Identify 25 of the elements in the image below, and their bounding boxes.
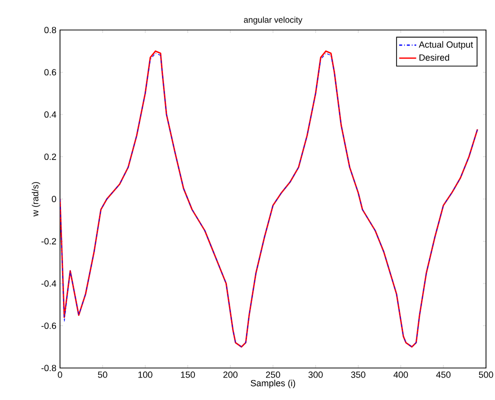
x-tick-label: 100 [138,372,152,378]
y-tick-label: 0 [52,196,56,202]
x-tick-label: 450 [436,372,451,378]
x-tick-label: 300 [308,372,323,378]
x-tick-label: 500 [478,372,494,378]
x-tick-label: 350 [351,372,366,378]
x-tick-label: 400 [394,372,408,378]
x-tick-label: 250 [266,372,280,378]
y-tick-label: 0.6 [44,69,56,76]
y-tick-label: 0.2 [44,154,56,160]
y-tick-label: -0.2 [41,238,56,244]
y-axis-title: w (rad/s) [32,182,40,216]
legend-label: Actual Output [418,41,474,50]
x-tick-label: 50 [98,372,108,378]
legend-label: Desired [420,54,450,61]
y-tick-label: -0.6 [41,322,56,329]
y-tick-label: -0.8 [41,364,56,372]
y-tick-label: 0.4 [44,111,56,118]
x-tick-label: 0 [58,372,62,378]
x-axis-title: Samples (i) [250,380,296,388]
y-tick-label: 0.8 [44,26,56,34]
chart-title: angular velocity [244,16,302,24]
y-tick-label: -0.4 [41,280,56,287]
x-tick-label: 150 [181,372,195,378]
x-tick-label: 200 [223,372,238,378]
